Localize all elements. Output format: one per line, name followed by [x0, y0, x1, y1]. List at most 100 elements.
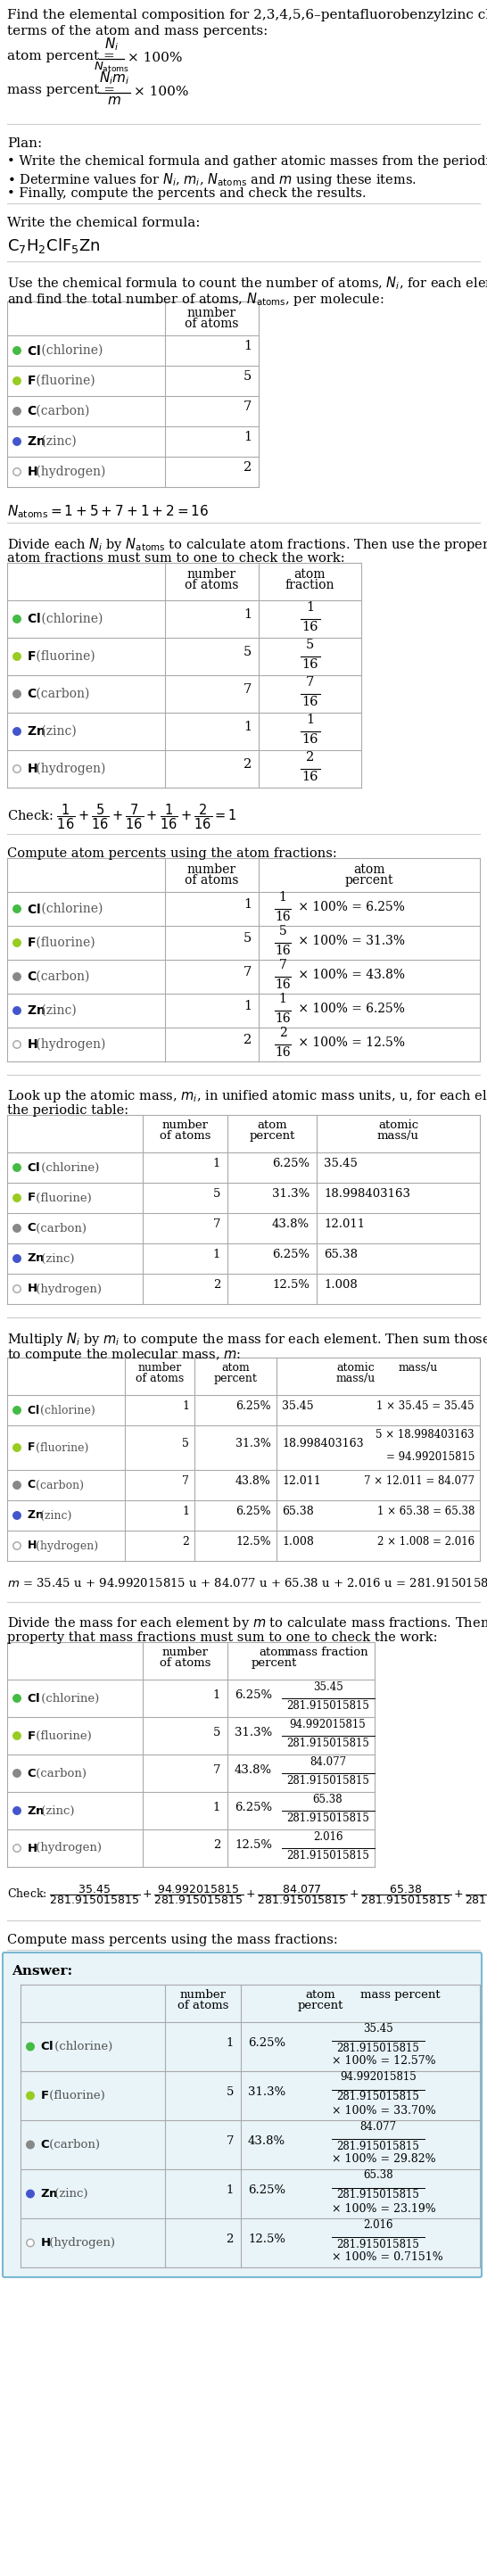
Text: × 100% = 12.57%: × 100% = 12.57%: [332, 2056, 436, 2066]
Circle shape: [13, 1406, 20, 1414]
Text: 65.38: 65.38: [282, 1507, 314, 1517]
Text: 1: 1: [182, 1401, 189, 1412]
Text: $N_i m_i$: $N_i m_i$: [99, 70, 130, 88]
Text: 5: 5: [213, 1726, 220, 1739]
Text: 2: 2: [244, 1033, 251, 1046]
Text: (carbon): (carbon): [32, 1224, 86, 1234]
Text: (chlorine): (chlorine): [37, 1162, 99, 1175]
Text: (fluorine): (fluorine): [32, 1731, 92, 1741]
Text: of atoms: of atoms: [177, 1999, 228, 2012]
Text: (zinc): (zinc): [37, 1510, 72, 1522]
Text: 6.25%: 6.25%: [236, 1401, 271, 1412]
Text: Plan:: Plan:: [7, 137, 42, 149]
Text: number: number: [187, 863, 236, 876]
Text: 1 × 65.38 = 65.38: 1 × 65.38 = 65.38: [377, 1507, 474, 1517]
Text: 2: 2: [213, 1839, 220, 1850]
Text: atom: atom: [294, 569, 326, 580]
Text: $\mathbf{Cl}$: $\mathbf{Cl}$: [40, 2040, 54, 2053]
Circle shape: [13, 438, 20, 446]
Text: (fluorine): (fluorine): [32, 938, 95, 948]
Text: (hydrogen): (hydrogen): [32, 1842, 102, 1855]
Text: 2: 2: [279, 1028, 287, 1038]
Text: (zinc): (zinc): [51, 2187, 88, 2200]
Text: $N_{\mathrm{atoms}}$: $N_{\mathrm{atoms}}$: [94, 62, 130, 75]
Text: $\mathbf{C}$: $\mathbf{C}$: [27, 1767, 37, 1780]
Text: of atoms: of atoms: [135, 1373, 184, 1383]
Text: 94.992015815: 94.992015815: [340, 2071, 416, 2084]
Text: 6.25%: 6.25%: [235, 1690, 272, 1700]
Text: 281.915015815: 281.915015815: [337, 2092, 420, 2102]
Text: and find the total number of atoms, $N_{\mathrm{atoms}}$, per molecule:: and find the total number of atoms, $N_{…: [7, 291, 384, 307]
Text: 2: 2: [226, 2233, 234, 2246]
Text: 1: 1: [306, 714, 314, 726]
Circle shape: [13, 1255, 20, 1262]
Text: mass fraction: mass fraction: [287, 1646, 368, 1659]
Text: $\mathbf{F}$: $\mathbf{F}$: [27, 649, 36, 662]
Text: 18.998403163: 18.998403163: [282, 1437, 364, 1450]
Circle shape: [27, 2239, 34, 2246]
Circle shape: [13, 726, 20, 734]
Text: 2: 2: [244, 757, 251, 770]
Text: number: number: [162, 1646, 208, 1659]
Text: × 100% = 43.8%: × 100% = 43.8%: [294, 969, 405, 981]
Text: 43.8%: 43.8%: [272, 1218, 310, 1231]
Text: $\mathbf{Cl}$: $\mathbf{Cl}$: [27, 1692, 40, 1705]
Text: 7: 7: [244, 966, 251, 979]
Text: 1: 1: [279, 891, 287, 904]
Circle shape: [13, 1445, 20, 1450]
Circle shape: [27, 2141, 34, 2148]
Text: 12.011: 12.011: [324, 1218, 365, 1231]
Text: (chlorine): (chlorine): [38, 902, 103, 914]
Text: 7: 7: [279, 958, 287, 971]
Text: $\mathbf{H}$: $\mathbf{H}$: [27, 1038, 38, 1051]
Text: (fluorine): (fluorine): [45, 2089, 105, 2102]
Circle shape: [13, 1543, 20, 1551]
Text: 281.915015815: 281.915015815: [286, 1850, 369, 1862]
Text: 6.25%: 6.25%: [272, 1249, 310, 1260]
Text: 6.25%: 6.25%: [248, 2038, 285, 2048]
Text: mass percent =: mass percent =: [7, 85, 119, 95]
Text: × 100%: × 100%: [134, 85, 188, 98]
Text: Divide each $N_i$ by $N_{\mathrm{atoms}}$ to calculate atom fractions. Then use : Divide each $N_i$ by $N_{\mathrm{atoms}}…: [7, 536, 487, 554]
Text: (zinc): (zinc): [38, 1005, 77, 1018]
Text: of atoms: of atoms: [185, 873, 239, 886]
Text: 1.008: 1.008: [324, 1280, 357, 1291]
Text: $\mathbf{H}$: $\mathbf{H}$: [27, 1842, 37, 1855]
Text: mass/u: mass/u: [398, 1363, 438, 1373]
Text: atom fractions must sum to one to check the work:: atom fractions must sum to one to check …: [7, 551, 345, 564]
Text: 12.5%: 12.5%: [272, 1280, 310, 1291]
Text: (hydrogen): (hydrogen): [32, 762, 106, 775]
Text: atom: atom: [221, 1363, 250, 1373]
Text: × 100%: × 100%: [128, 52, 183, 64]
Circle shape: [13, 1806, 20, 1814]
Text: percent: percent: [214, 1373, 257, 1383]
Circle shape: [13, 469, 20, 477]
Text: 18.998403163: 18.998403163: [324, 1188, 410, 1200]
Text: $N_{\mathrm{atoms}} = 1 + 5 + 7 + 1 + 2 = 16$: $N_{\mathrm{atoms}} = 1 + 5 + 7 + 1 + 2 …: [7, 502, 209, 520]
Text: 35.45: 35.45: [313, 1682, 343, 1692]
Text: atom: atom: [257, 1121, 287, 1131]
Text: Find the elemental composition for 2,3,4,5,6–pentafluorobenzylzinc chloride in: Find the elemental composition for 2,3,4…: [7, 8, 487, 21]
Text: 1: 1: [213, 1159, 220, 1170]
Text: 84.077: 84.077: [309, 1757, 346, 1767]
Text: $\mathbf{Cl}$: $\mathbf{Cl}$: [27, 613, 41, 626]
Text: number: number: [138, 1363, 182, 1373]
Circle shape: [27, 2043, 34, 2050]
Text: • Write the chemical formula and gather atomic masses from the periodic table.: • Write the chemical formula and gather …: [7, 155, 487, 167]
Circle shape: [27, 2092, 34, 2099]
Circle shape: [13, 1164, 20, 1172]
Text: the periodic table:: the periodic table:: [7, 1105, 129, 1118]
Text: atom: atom: [305, 1989, 335, 2002]
Text: 281.915015815: 281.915015815: [286, 1739, 369, 1749]
Text: 43.8%: 43.8%: [235, 1765, 272, 1775]
Text: (carbon): (carbon): [45, 2138, 100, 2151]
Text: • Determine values for $N_i$, $m_i$, $N_{\mathrm{atoms}}$ and $m$ using these it: • Determine values for $N_i$, $m_i$, $N_…: [7, 170, 417, 188]
Text: atomic: atomic: [378, 1121, 418, 1131]
Text: fraction: fraction: [285, 580, 335, 592]
Text: 7: 7: [244, 683, 251, 696]
Text: 1: 1: [244, 608, 251, 621]
Text: (hydrogen): (hydrogen): [32, 1283, 102, 1296]
Text: 1: 1: [213, 1801, 220, 1814]
Text: × 100% = 33.70%: × 100% = 33.70%: [332, 2105, 436, 2117]
Text: $\mathbf{C}$: $\mathbf{C}$: [27, 688, 37, 701]
